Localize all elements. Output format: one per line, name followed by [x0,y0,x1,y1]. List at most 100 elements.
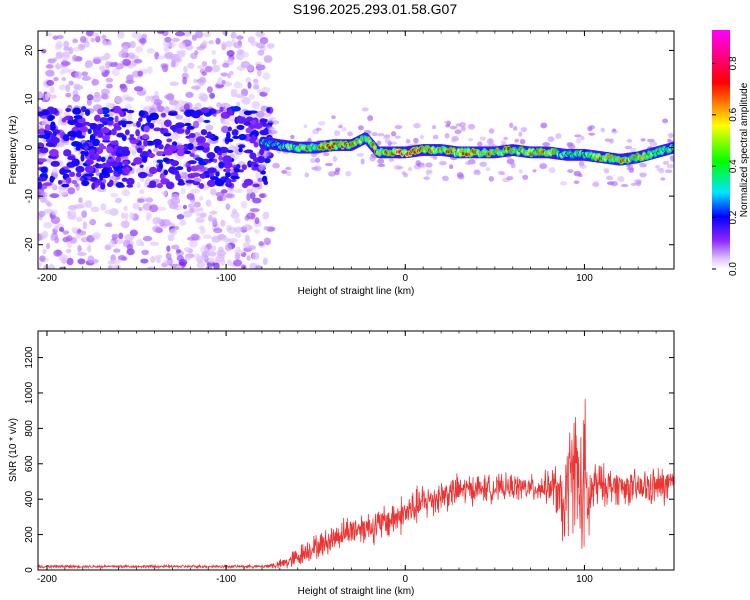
spectrogram-fringe-blob [639,162,647,168]
spectrogram-noise-blob [201,61,208,67]
spectrogram-noise-blob [120,85,128,93]
spectrogram-band-blob [103,113,110,118]
spectrogram-noise-blob [233,41,243,49]
spectrogram-band-blob [124,120,134,125]
spectrogram-fringe-blob [666,163,674,169]
spectrogram-band-blob [231,106,241,112]
spectrogram-fringe-blob [388,158,395,162]
spectrogram-noise-blob [51,209,58,216]
spectrogram-fringe-blob [347,131,354,137]
spectrogram-band-blob [200,142,210,148]
spectrogram-noise-blob [215,37,221,45]
spectrogram-band-blob [186,166,192,173]
snr-x-axis-label: Height of straight line (km) [298,586,415,597]
spectrogram-noise-blob [168,99,179,106]
spectrogram-band-blob [75,146,81,151]
spectrogram-band-blob [45,138,51,143]
spectrogram-band-blob [110,140,119,146]
spectrogram-band-blob [50,160,60,167]
spectrogram-noise-blob [234,218,241,224]
spectrogram-band-blob [107,169,114,173]
spectrogram-noise-blob [42,248,47,255]
spectrogram-fringe-blob [425,169,430,176]
spectrogram-fringe-blob [477,141,483,147]
x-tick-label: -200 [37,574,57,585]
spectrogram-fringe-blob [315,157,321,163]
spectrogram-band-blob [79,126,89,133]
spectrogram-noise-blob [145,197,154,203]
spectrogram-band-blob [121,177,128,182]
spectrogram-noise-blob [140,241,145,247]
spectrogram-noise-blob [58,188,69,196]
spectrogram-fringe-blob [268,127,276,131]
spectrogram-noise-blob [55,142,63,148]
spectrogram-noise-blob [213,262,220,269]
spectrogram-fringe-blob [576,137,582,144]
spectrogram-band-blob [38,128,47,136]
spectrogram-band-blob [263,180,269,186]
spectrogram-fringe-blob [310,157,317,164]
spectrogram-band-blob [138,117,143,122]
spectrogram-band-blob [137,171,148,179]
spectrogram-fringe-blob [639,172,647,178]
spectrogram-noise-blob [221,125,230,134]
spectrogram-band-blob [69,137,75,141]
spectrogram-noise-blob [39,255,46,262]
spectrogram-band-blob [183,150,192,155]
spectrogram-band-blob [80,150,87,155]
spectrogram-band-blob [227,108,233,116]
spectrogram-fringe-blob [560,181,568,186]
spectrogram-fringe-blob [420,164,426,169]
spectrogram-fringe-blob [377,158,385,164]
spectrogram-band-blob [172,125,177,133]
spectrogram-fringe-blob [662,160,670,165]
spectrogram-noise-blob [204,65,213,73]
spectrogram-noise-blob [133,58,143,64]
spectrogram-noise-blob [252,197,262,204]
spectrogram-fringe-blob [449,164,454,170]
spectrogram-fringe-blob [313,165,322,172]
spectrogram-noise-blob [107,265,113,269]
spectrogram-noise-blob [246,212,256,220]
spectrogram-noise-blob [215,83,225,88]
spectrogram-noise-blob [126,243,134,251]
spectrogram-band-blob [182,143,190,150]
spectrogram-band-blob [238,147,243,153]
spectrogram-band-blob [68,115,74,121]
spectrogram-noise-blob [133,86,144,92]
spectrogram-band-blob [225,178,232,185]
spectrogram-band-blob [188,132,196,138]
spectrogram-noise-blob [120,212,126,219]
spectrogram-noise-blob [256,42,266,49]
spectrogram-fringe-blob [325,162,334,167]
spectrogram-noise-blob [211,49,216,56]
spectrogram-noise-blob [180,187,186,195]
spectrogram-noise-blob [174,104,184,111]
spectrogram-noise-blob [154,227,161,233]
spectrogram-noise-blob [152,147,159,153]
spectrogram-band-blob [126,184,134,188]
spectrogram-fringe-blob [315,127,322,131]
spectrogram-band-blob [175,122,186,129]
spectrogram-noise-blob [211,64,221,73]
spectrogram-noise-blob [141,33,148,40]
spectrogram-band-blob [40,166,48,174]
spectrogram-fringe-blob [382,134,390,140]
spectrogram-band-blob [84,173,95,177]
spectrogram-band-blob [83,145,89,152]
spectrogram-fringe-blob [423,176,430,180]
spectrogram-noise-blob [175,248,182,254]
spectrogram-noise-blob [230,31,237,39]
spectrogram-band-blob [115,155,121,164]
spectrogram-fringe-blob [624,145,632,150]
spectrogram-noise-blob [122,58,131,67]
spectrogram-band-blob [231,129,239,136]
spectrogram-fringe-blob [281,170,288,174]
spectrogram-fringe-blob [407,167,413,171]
spectrogram-fringe-blob [425,162,433,168]
spectrogram-noise-blob [203,32,211,38]
spectrogram-noise-blob [246,188,253,195]
spectrogram-band-blob [81,180,90,187]
spectrogram-noise-blob [62,230,70,235]
spectrogram-noise-blob [226,259,232,266]
